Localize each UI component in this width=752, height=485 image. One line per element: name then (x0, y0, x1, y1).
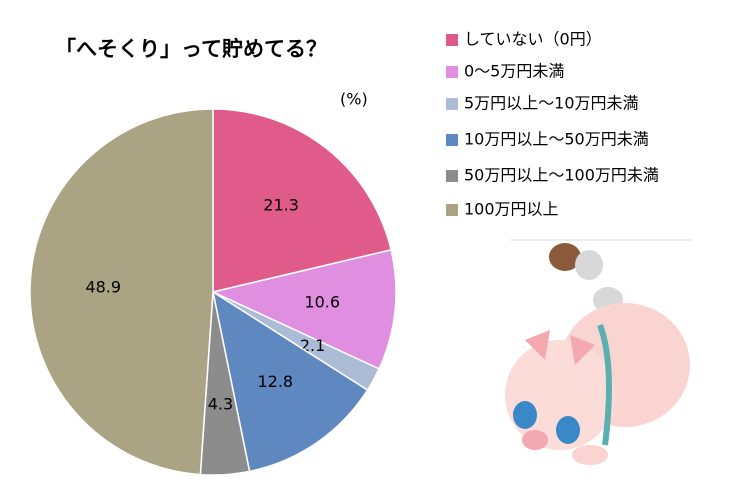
pie-slice (211, 290, 369, 473)
pig-foot (572, 445, 608, 465)
pie-slice (212, 108, 392, 293)
data-label: 48.9 (85, 278, 121, 297)
pie-slice (29, 108, 214, 476)
pig-eye (513, 401, 537, 429)
legend-swatch (446, 34, 458, 46)
chart-title: 「へそくり」って貯めてる？ (55, 37, 327, 61)
legend-label: 10万円以上～50万円未満 (464, 130, 649, 149)
legend-swatch (446, 66, 458, 78)
pig-eye (556, 416, 580, 444)
data-label: 12.8 (257, 372, 293, 391)
legend-label: 50万円以上～100万円未満 (464, 166, 659, 185)
data-label: 4.3 (208, 395, 233, 414)
data-label: 21.3 (263, 195, 299, 214)
legend-label: 100万円以上 (464, 200, 559, 219)
legend-swatch (446, 134, 458, 146)
coin (549, 243, 581, 271)
coin (575, 250, 603, 280)
legend-label: していない（0円） (464, 30, 602, 49)
piggy-bank-illustration (505, 239, 692, 465)
pie-slice (210, 248, 397, 370)
unit-label: (%) (340, 90, 368, 109)
legend-swatch (446, 170, 458, 182)
pig-ear (570, 335, 595, 365)
pig-ear (525, 330, 550, 360)
data-label: 2.1 (300, 336, 325, 355)
data-label: 10.6 (304, 293, 340, 312)
legend-label: 5万円以上～10万円未満 (464, 94, 639, 113)
legend-swatch (446, 204, 458, 216)
pig-snout (522, 430, 548, 450)
legend-label: 0～5万円未満 (464, 62, 564, 81)
legend-swatch (446, 98, 458, 110)
ribbon (597, 323, 612, 446)
